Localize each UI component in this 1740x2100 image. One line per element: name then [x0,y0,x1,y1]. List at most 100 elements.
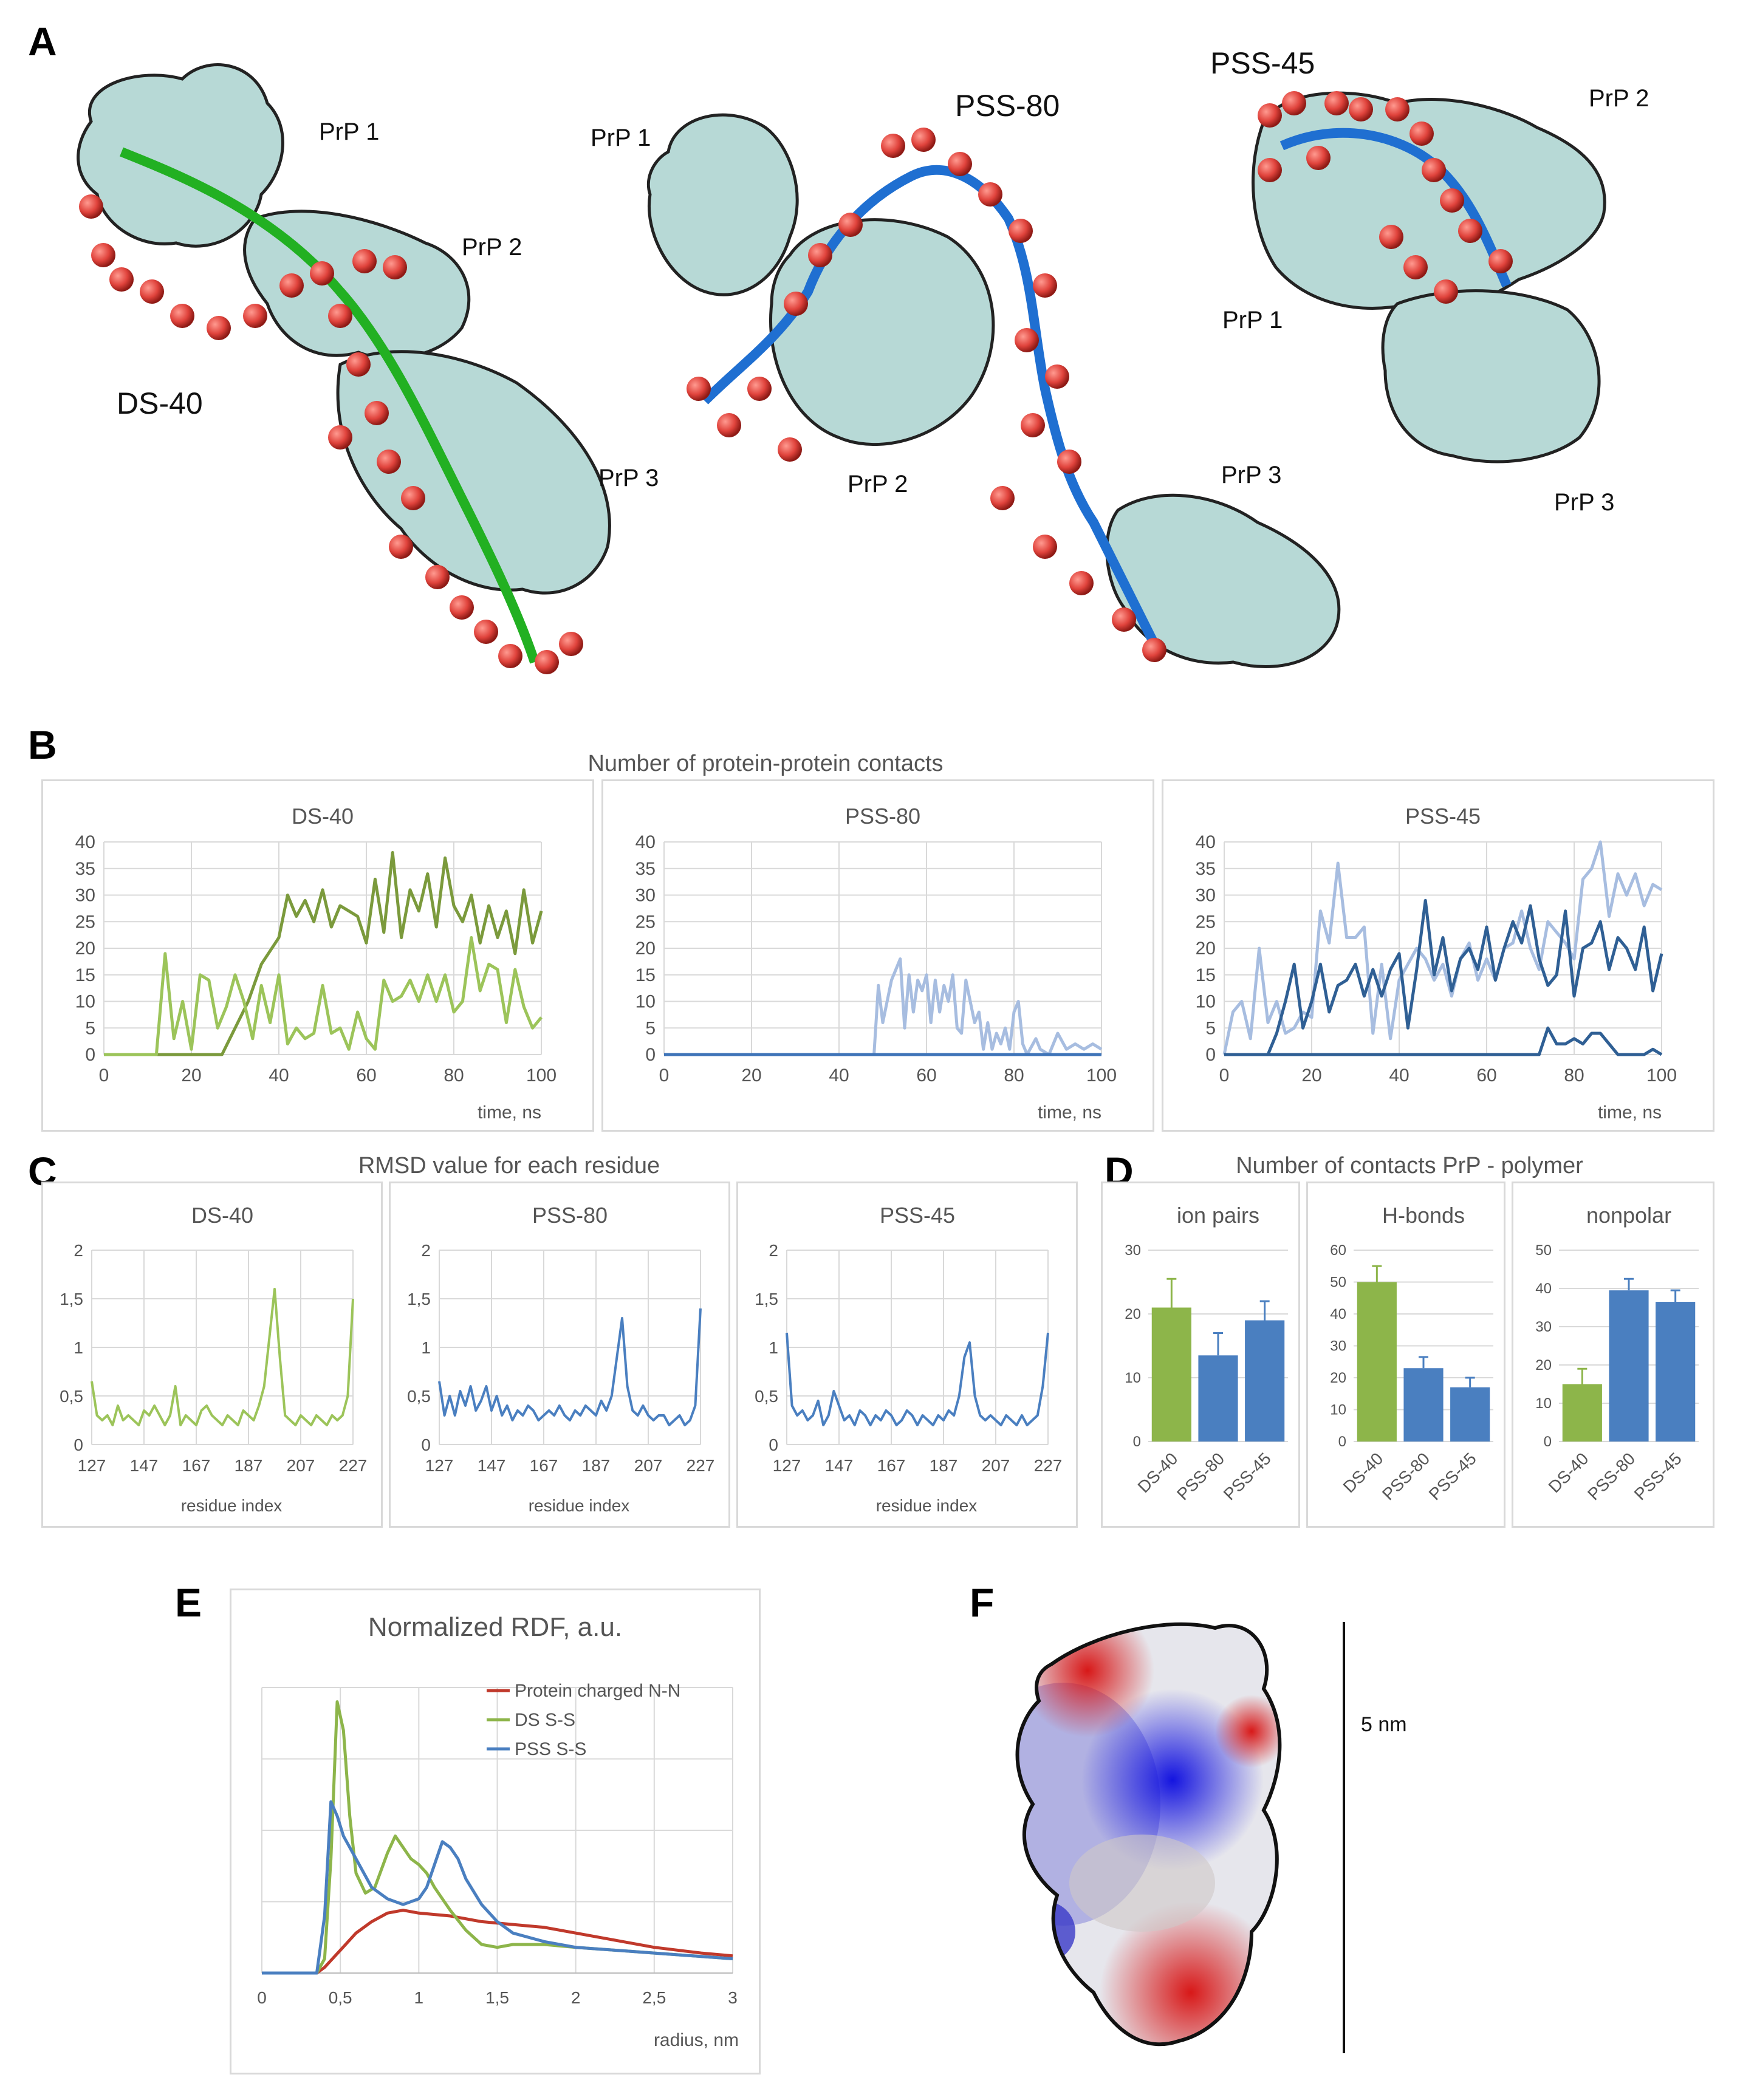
y-tick-label: 1 [74,1338,83,1357]
chart-title: Normalized RDF, a.u. [368,1612,622,1642]
chart-c-pss45: PSS-45 0 0,5 1 1,5 2 127 147 167 187 207 227 residue… [736,1182,1078,1528]
chart-c-pss45-svg: PSS-45 0 0,5 1 1,5 2 127 147 167 187 207 227 residue… [755,1203,1063,1515]
y-tick-label: 50 [1535,1242,1552,1259]
prp3-blob [1381,289,1601,463]
chart-title: PSS-45 [1405,804,1481,829]
y-tick-label: 5 [85,1018,95,1038]
x-tick-label: 80 [444,1065,464,1086]
x-tick-label: 227 [687,1456,715,1475]
y-tick-label: 0 [421,1435,431,1454]
structure-pss45 [1252,91,1606,463]
chart-c-ds40-svg: DS-40 0 0,5 1 1,5 2 127 147 167 187 207 227 residue … [60,1203,367,1515]
x-tick-label: 20 [1301,1065,1321,1086]
y-tick-label: 1,5 [60,1290,83,1308]
x-tick-label: 1 [414,1988,424,2007]
structure-pss80 [646,113,1341,668]
chart-title: PSS-45 [880,1203,955,1228]
chart-title: H-bonds [1382,1203,1465,1228]
panel-letter-f: F [970,1580,995,1625]
structure-ds40 [77,63,611,674]
prp1-blob [646,113,799,296]
chart-d-nonpolar: nonpolar 0 10 20 30 40 50 DS-40 PSS-80 PSS-45 [1512,1182,1714,1528]
label-ds40-prp1: PrP 1 [319,118,380,145]
chart-title: PSS-80 [532,1203,608,1228]
y-tick-label: 0,5 [407,1387,431,1406]
prp3-blob [1105,493,1341,668]
panel-d-title: Number of contacts PrP - polymer [1236,1153,1583,1178]
series-line [664,957,1103,1056]
y-tick-label: 25 [1196,912,1216,932]
x-tick-label: 227 [1034,1456,1063,1475]
y-tick-label: 2 [769,1241,778,1260]
chart-c-ds40: DS-40 0 0,5 1 1,5 2 127 147 167 187 207 227 residue … [41,1182,383,1528]
x-tick-label: 100 [1646,1065,1677,1086]
chart-c-pss80-svg: PSS-80 0 0,5 1 1,5 2 127 147 167 187 207 227 residue… [407,1203,715,1515]
x-tick-label: 100 [1086,1065,1117,1086]
y-tick-label: 0,5 [60,1387,83,1406]
chart-b-pss45: PSS-45 0 5 10 15 20 25 30 35 40 0 20 40 60 80 100 time, … [1162,779,1714,1132]
y-tick-label: 1 [421,1338,431,1357]
y-tick-label: 40 [1330,1306,1346,1322]
y-tick-label: 20 [1125,1306,1141,1322]
x-tick-label: 60 [1476,1065,1496,1086]
x-tick-label: 187 [582,1456,611,1475]
x-tick-label: 40 [269,1065,289,1086]
x-tick-label: 2,5 [642,1988,666,2007]
pss-sulfonate-groups [687,128,1166,662]
chart-b-ds40: DS-40 0 5 10 15 20 25 30 35 40 0 20 40 60 80 100 time, n… [41,779,594,1132]
x-tick-label: 167 [877,1456,906,1475]
y-tick-label: 35 [75,859,95,879]
label-pss80-prp3: PrP 3 [1221,462,1282,488]
y-tick-label: 0 [74,1435,83,1454]
bar [1357,1282,1397,1442]
chart-b-pss80-svg: PSS-80 0 5 10 15 20 25 30 35 40 0 20 40 60 80 100 time, … [635,804,1117,1123]
y-tick-label: 1,5 [407,1290,431,1308]
label-pss80-prp1: PrP 1 [591,125,651,151]
y-tick-label: 20 [1196,939,1216,959]
x-tick-label: 0 [1219,1065,1230,1086]
y-tick-label: 40 [75,832,95,852]
label-pss45-prp1: PrP 1 [1222,307,1283,333]
series-line [262,1700,733,1975]
y-tick-label: 2 [421,1241,431,1260]
panel-letter-b: B [28,722,57,767]
x-tick-label: 40 [1389,1065,1409,1086]
legend-label: PSS S-S [515,1739,586,1759]
series-line [91,1288,354,1426]
x-tick-label: 80 [1004,1065,1024,1086]
y-tick-label: 10 [1535,1395,1552,1412]
panel-f-surface [1015,1622,1345,2053]
y-tick-label: 25 [635,912,656,932]
chart-b-ds40-svg: DS-40 0 5 10 15 20 25 30 35 40 0 20 40 60 80 100 time, n… [75,804,557,1123]
x-tick-label: 207 [634,1456,663,1475]
chart-title: DS-40 [292,804,354,829]
chart-e-rdf: Normalized RDF, a.u. 0 0,5 1 1,5 2 2,5 3 radius,… [230,1589,761,2074]
x-tick-label: 40 [829,1065,849,1086]
x-axis-label: residue index [181,1496,283,1515]
x-tick-label: 0 [659,1065,670,1086]
x-tick-label: 187 [930,1456,958,1475]
y-tick-label: 40 [635,832,656,852]
y-tick-label: 30 [75,886,95,906]
surface-outline [1015,1622,1282,2047]
y-tick-label: 10 [1196,992,1216,1012]
bar [1609,1290,1649,1442]
pss-sulfonate-groups [1258,91,1513,304]
prp3-blob [336,350,611,595]
series-line [262,1909,733,1975]
y-tick-label: 0 [1133,1434,1141,1450]
chart-title: PSS-80 [845,804,920,829]
prp2-blob [769,218,995,446]
x-axis-label: time, ns [1598,1103,1662,1123]
panel-a-structures [77,63,1606,674]
chart-c-pss80: PSS-80 0 0,5 1 1,5 2 127 147 167 187 207 227 residue… [389,1182,730,1528]
chart-title: DS-40 [191,1203,253,1228]
series-line [786,1332,1049,1426]
y-tick-label: 25 [75,912,95,932]
y-tick-label: 40 [1196,832,1216,852]
series-line [1224,898,1663,1056]
x-tick-label: 80 [1564,1065,1584,1086]
y-tick-label: 15 [635,965,656,985]
label-ds40-prp3: PrP 3 [598,465,659,491]
y-tick-label: 30 [1125,1242,1141,1259]
